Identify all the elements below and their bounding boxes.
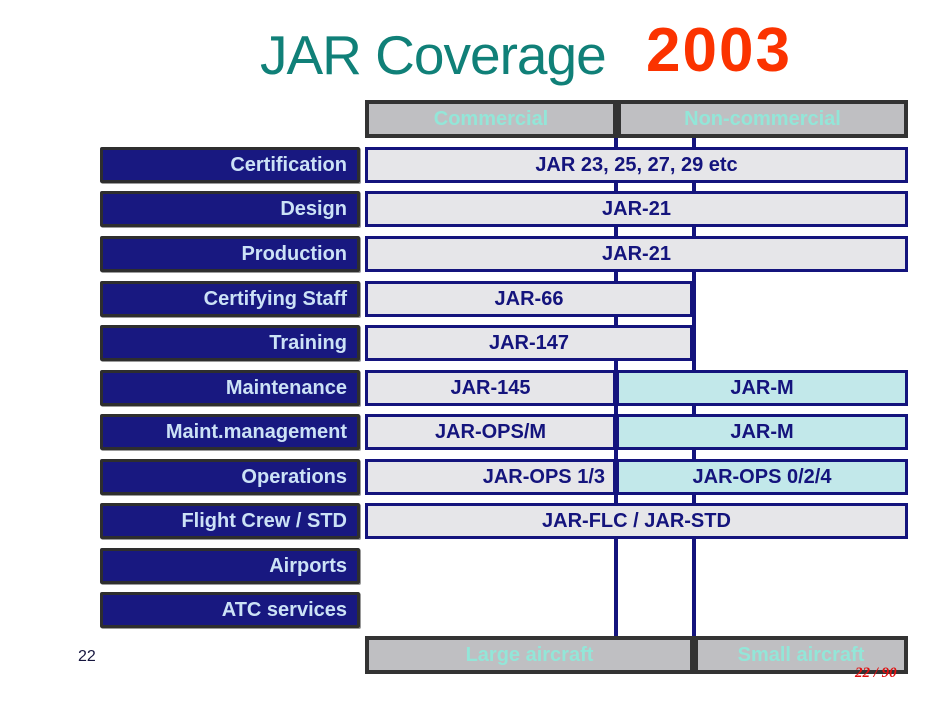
cell-production-jar-21: JAR-21 xyxy=(365,236,908,272)
page-number: 22 xyxy=(78,648,96,665)
cell-training-jar-147: JAR-147 xyxy=(365,325,693,361)
row-label-flight-crew-std: Flight Crew / STD xyxy=(100,503,360,539)
row-label-production: Production xyxy=(100,236,360,272)
slide-counter: 22 / 90 xyxy=(855,665,897,681)
row-label-operations: Operations xyxy=(100,459,360,495)
row-label-atc-services: ATC services xyxy=(100,592,360,628)
row-label-maint-management: Maint.management xyxy=(100,414,360,450)
row-label-certification: Certification xyxy=(100,147,360,183)
column-header-commercial: Commercial xyxy=(365,100,617,138)
footer-header-small-aircraft: Small aircraft xyxy=(694,636,908,674)
footer-header-large-aircraft: Large aircraft xyxy=(365,636,694,674)
cell-certification-jar-23-25-27-29: JAR 23, 25, 27, 29 etc xyxy=(365,147,908,183)
cell-flight-crew-jar-flc-jar-std: JAR-FLC / JAR-STD xyxy=(365,503,908,539)
slide-title: JAR Coverage xyxy=(260,24,607,86)
cell-maint-management-jar-ops-m: JAR-OPS/M xyxy=(365,414,616,450)
row-label-design: Design xyxy=(100,191,360,227)
cell-maintenance-jar-145: JAR-145 xyxy=(365,370,616,406)
column-header-non-commercial: Non-commercial xyxy=(617,100,908,138)
cell-certifying-staff-jar-66: JAR-66 xyxy=(365,281,693,317)
slide-title-year: 2003 xyxy=(646,16,792,85)
row-label-certifying-staff: Certifying Staff xyxy=(100,281,360,317)
cell-operations-jar-ops-0-2-4: JAR-OPS 0/2/4 xyxy=(616,459,908,495)
cell-design-jar-21: JAR-21 xyxy=(365,191,908,227)
row-label-training: Training xyxy=(100,325,360,361)
row-label-maintenance: Maintenance xyxy=(100,370,360,406)
cell-maint-management-jar-m: JAR-M xyxy=(616,414,908,450)
row-label-airports: Airports xyxy=(100,548,360,584)
cell-operations-jar-ops-1-3: JAR-OPS 1/3 xyxy=(365,459,616,495)
cell-maintenance-jar-m: JAR-M xyxy=(616,370,908,406)
